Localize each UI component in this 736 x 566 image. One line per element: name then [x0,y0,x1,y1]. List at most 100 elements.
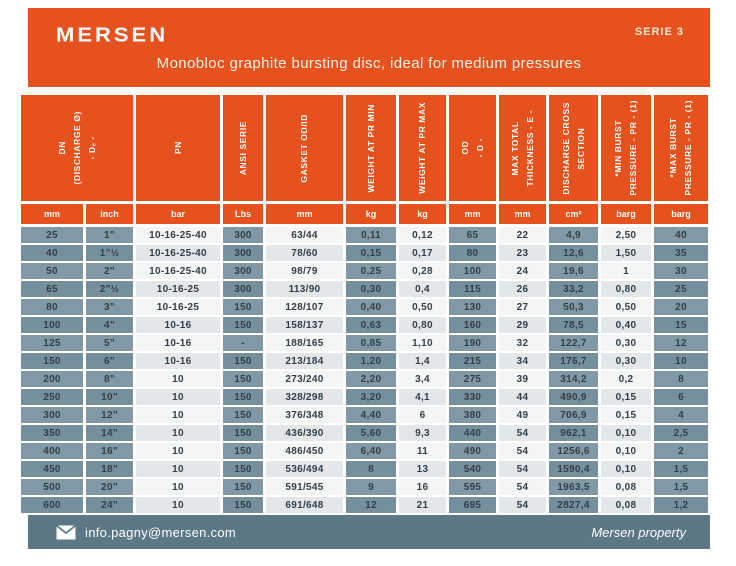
table-cell: 486/450 [266,443,343,459]
table-cell: 314,2 [549,371,598,387]
unit-cell: mm [266,204,343,224]
table-cell: 1 [601,263,651,279]
table-cell: 25 [654,281,708,297]
table-cell: 273/240 [266,371,343,387]
table-cell: 300 [223,263,263,279]
table-cell: 44 [499,389,546,405]
column-header-label: WEIGHT AT PR MAX [417,102,428,194]
table-cell: 150 [223,299,263,315]
table-cell: 113/90 [266,281,343,297]
table-cell: 0,12 [399,227,446,243]
table-cell: 0,30 [346,281,396,297]
table-cell: 0,40 [601,317,651,333]
table-cell: 591/545 [266,479,343,495]
table-cell: 0,08 [601,479,651,495]
table-cell: 65 [449,227,496,243]
unit-cell: Lbs [223,204,263,224]
table-cell: 150 [223,317,263,333]
table-cell: 21 [399,497,446,513]
table-cell: 490 [449,443,496,459]
table-cell: 49 [499,407,546,423]
table-cell: 98/79 [266,263,343,279]
table-cell: 122,7 [549,335,598,351]
table-cell: 10-16-25-40 [136,245,220,261]
column-header-label: MAX TOTAL THICKNESS - E - [509,109,535,187]
table-cell: 0,15 [601,407,651,423]
table-cell: 962,1 [549,425,598,441]
table-cell: 4,40 [346,407,396,423]
table-cell: 5" [86,335,133,351]
table-cell: 215 [449,353,496,369]
table-cell: 30 [654,263,708,279]
table-cell: 2,20 [346,371,396,387]
property-note: Mersen property [591,524,686,540]
table-cell: 0,10 [601,425,651,441]
table-cell: 63/44 [266,227,343,243]
table-cell: 540 [449,461,496,477]
table-cell: 400 [21,443,83,459]
table-cell: 0,80 [601,281,651,297]
table-cell: 1,10 [399,335,446,351]
table-cell: 4 [654,407,708,423]
table-cell: 12,6 [549,245,598,261]
table-cell: 1"½ [86,245,133,261]
table-cell: 6,40 [346,443,396,459]
table-cell: 380 [449,407,496,423]
column-header-weight-at-pr-min: WEIGHT AT PR MIN [346,95,396,201]
table-cell: 10-16-25 [136,281,220,297]
table-cell: 54 [499,425,546,441]
table-cell: 24 [499,263,546,279]
table-cell: 695 [449,497,496,513]
table-cell: 376/348 [266,407,343,423]
table-cell: 26 [499,281,546,297]
table-cell: 1,5 [654,461,708,477]
table-cell: 23 [499,245,546,261]
table-cell: 436/390 [266,425,343,441]
table-cell: 2" [86,263,133,279]
table-cell: 9 [346,479,396,495]
column-header-label: GASKET OD/ID [299,113,310,183]
table-cell: 10 [136,443,220,459]
table-cell: 10-16 [136,353,220,369]
table-cell: 2,50 [601,227,651,243]
table-cell: 1,2 [654,497,708,513]
column-header-label: DN (DISCHARGE Ø) - Dₑ - [56,111,97,185]
table-cell: 0,17 [399,245,446,261]
table-cell: 4,1 [399,389,446,405]
table-cell: 10 [136,461,220,477]
table-cell: 150 [223,497,263,513]
table-cell: 11 [399,443,446,459]
table-cell: 35 [654,245,708,261]
unit-cell: inch [86,204,133,224]
table-cell: 40 [21,245,83,261]
table-cell: 500 [21,479,83,495]
unit-cell: barg [601,204,651,224]
table-cell: 1256,6 [549,443,598,459]
column-header-min-burst-pressure: *MIN BURST PRESSURE - PR - (1) [601,95,651,201]
table-cell: 10-16 [136,317,220,333]
table-cell: 0,08 [601,497,651,513]
column-header-row: DN (DISCHARGE Ø) - Dₑ - PN ANSI SERIE GASKE… [21,95,711,201]
unit-cell: mm [21,204,83,224]
table-cell: 80 [21,299,83,315]
table-cell: 1590,4 [549,461,598,477]
specification-table: DN (DISCHARGE Ø) - Dₑ - PN ANSI SERIE GASKE… [21,95,711,513]
table-cell: 150 [223,353,263,369]
table-cell: 3" [86,299,133,315]
table-cell: 3,4 [399,371,446,387]
table-cell: 54 [499,443,546,459]
table-cell: 250 [21,389,83,405]
table-cell: 158/137 [266,317,343,333]
contact-email[interactable]: info.pagny@mersen.com [85,524,237,540]
table-cell: 39 [499,371,546,387]
column-header-od: OD - D - [449,95,496,201]
table-cell: 32 [499,335,546,351]
table-cell: 50 [21,263,83,279]
table-cell: 10-16 [136,335,220,351]
table-cell: 1" [86,227,133,243]
table-cell: 29 [499,317,546,333]
table-cell: 300 [223,245,263,261]
table-cell: 176,7 [549,353,598,369]
table-cell: 0,15 [346,245,396,261]
column-header-max-total-thickness: MAX TOTAL THICKNESS - E - [499,95,546,201]
